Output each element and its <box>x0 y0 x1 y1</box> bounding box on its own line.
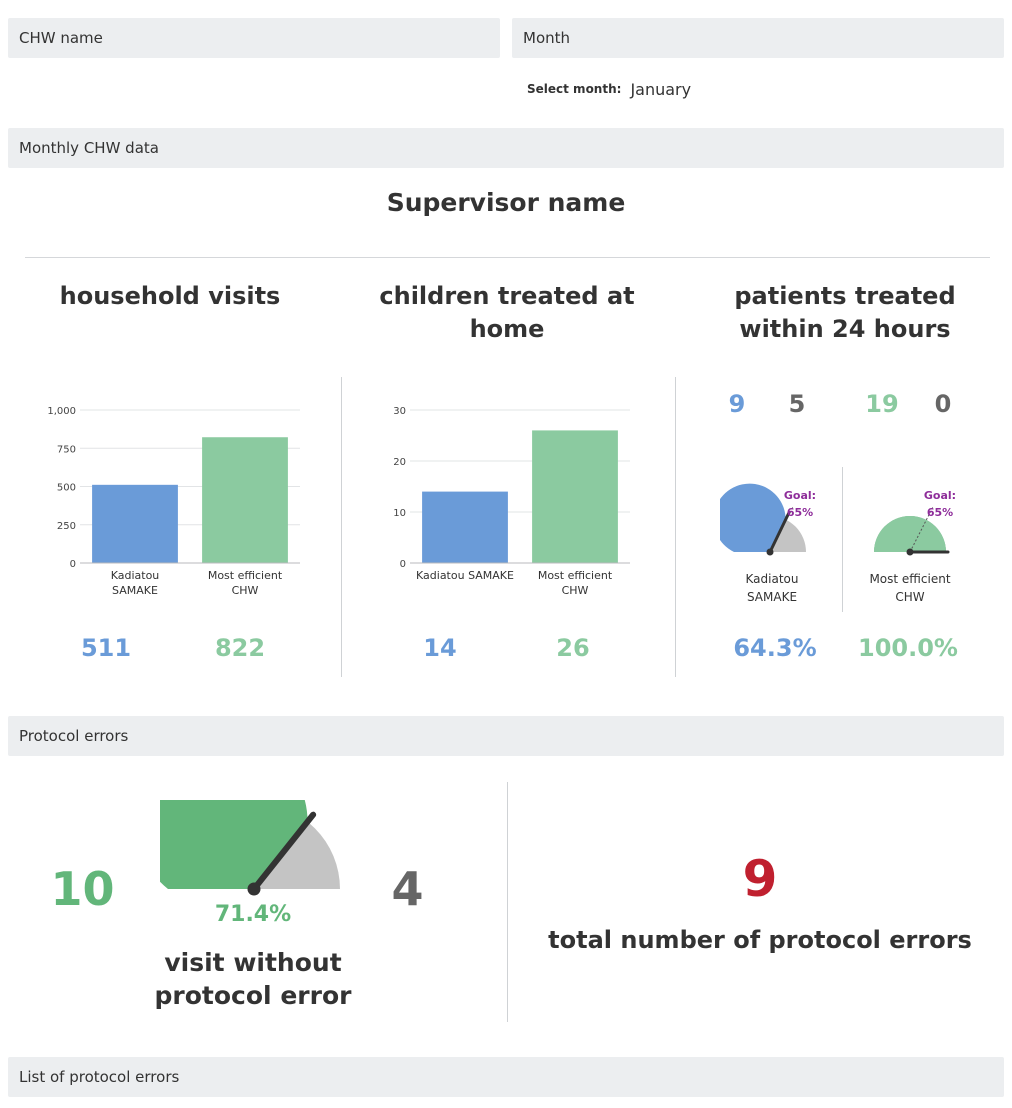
patients-treated-title: patients treated within 24 hours <box>734 282 956 343</box>
children-ytick: 20 <box>393 457 406 468</box>
children-category-label: Kadiatou SAMAKE <box>416 569 514 582</box>
patients-chw-name: Kadiatou SAMAKE <box>722 570 822 606</box>
children-category-label: CHW <box>562 584 589 597</box>
household-category-label: CHW <box>232 584 259 597</box>
supervisor-title: Supervisor name <box>386 188 626 217</box>
chw-name-line2: SAMAKE <box>746 590 798 604</box>
month-label: Month <box>523 29 571 47</box>
household-category-label: Most efficient <box>208 569 283 582</box>
best-gauge-pivot <box>906 548 914 556</box>
children-bar <box>532 430 618 563</box>
children-bar <box>422 491 508 563</box>
caption-line1: visit without <box>164 948 342 977</box>
caption-line2: protocol error <box>154 981 352 1010</box>
goal-label-line1: Goal: <box>783 489 817 502</box>
without-error-percent: 71.4% <box>214 902 292 927</box>
patients-best-gauge <box>874 507 950 556</box>
household-visits-title: household visits <box>59 282 281 310</box>
protocol-divider <box>507 782 508 1022</box>
children-chw-value: 14 <box>423 634 457 662</box>
month-select[interactable]: Select month: January <box>527 77 691 101</box>
children-treated-chart: 0 10 20 30 Kadiatou SAMAKE Most efficient CHW <box>393 406 630 597</box>
chw-gauge-fill <box>720 483 786 552</box>
monthly-chw-data-header: Monthly CHW data <box>8 128 1004 168</box>
total-errors-label: total number of protocol errors <box>548 926 972 954</box>
protocol-errors-header: Protocol errors <box>8 716 1004 756</box>
chw-gauge-needle <box>768 510 791 554</box>
goal-label-chw: Goal: 65% <box>770 487 830 521</box>
household-ytick: 750 <box>57 444 76 455</box>
with-error-count: 4 <box>391 862 424 916</box>
household-bar <box>202 437 288 563</box>
column-divider <box>675 377 676 677</box>
chw-name-filter[interactable]: CHW name <box>8 18 500 58</box>
goal-label-line1: Goal: <box>923 489 957 502</box>
patients-best-count-b: 0 <box>934 390 952 418</box>
divider <box>25 257 990 258</box>
month-filter[interactable]: Month <box>512 18 1004 58</box>
list-protocol-errors-label: List of protocol errors <box>19 1068 180 1086</box>
without-error-count: 10 <box>50 862 115 916</box>
best-name-line2: CHW <box>895 590 925 604</box>
chw-name-label: CHW name <box>19 29 103 47</box>
protocol-gauge-pivot <box>247 882 261 896</box>
patients-chw-gauge <box>720 483 806 556</box>
household-ytick: 0 <box>70 559 76 570</box>
children-treated-title: children treated at home <box>379 282 635 343</box>
gauge-divider <box>842 467 843 612</box>
children-ytick: 0 <box>400 559 406 570</box>
chw-name-line1: Kadiatou <box>745 572 799 586</box>
household-ytick: 500 <box>57 483 76 494</box>
column-divider <box>341 377 342 677</box>
household-ytick: 250 <box>57 521 76 532</box>
list-protocol-errors-header: List of protocol errors <box>8 1057 1004 1097</box>
best-goal-marker <box>909 507 934 553</box>
household-bar <box>92 484 178 563</box>
goal-label-line2: 65% <box>786 506 814 519</box>
household-ytick: 1,000 <box>47 406 76 417</box>
household-best-value: 822 <box>214 634 266 662</box>
children-ytick: 30 <box>393 406 406 417</box>
goal-label-line2: 65% <box>926 506 954 519</box>
children-best-value: 26 <box>556 634 590 662</box>
goal-label-best: Goal: 65% <box>910 487 970 521</box>
protocol-error-gauge <box>160 800 340 896</box>
best-name-line1: Most efficient <box>869 572 951 586</box>
household-category-label: SAMAKE <box>112 584 158 597</box>
patients-chw-percent: 64.3% <box>733 634 817 662</box>
patients-best-percent: 100.0% <box>858 634 958 662</box>
without-error-caption: visit without protocol error <box>133 946 373 1012</box>
monthly-chw-data-label: Monthly CHW data <box>19 139 159 157</box>
protocol-gauge-needle <box>251 811 317 892</box>
patients-best-name: Most efficient CHW <box>855 570 965 606</box>
patients-best-count-a: 19 <box>865 390 899 418</box>
select-month-value[interactable]: January <box>630 79 692 99</box>
best-gauge-fill <box>874 516 946 552</box>
protocol-errors-label: Protocol errors <box>19 727 129 745</box>
total-errors-value: 9 <box>742 850 778 908</box>
household-visits-chart: 0 250 500 750 1,000 Kadiatou SAMAKE Most effici… <box>47 406 300 597</box>
chw-gauge-pivot <box>766 548 774 556</box>
household-chw-value: 511 <box>80 634 132 662</box>
children-category-label: Most efficient <box>538 569 613 582</box>
household-category-label: Kadiatou <box>111 569 160 582</box>
children-ytick: 10 <box>393 508 406 519</box>
select-month-label: Select month: <box>527 82 622 96</box>
patients-chw-count-b: 5 <box>788 390 806 418</box>
patients-chw-count-a: 9 <box>728 390 746 418</box>
